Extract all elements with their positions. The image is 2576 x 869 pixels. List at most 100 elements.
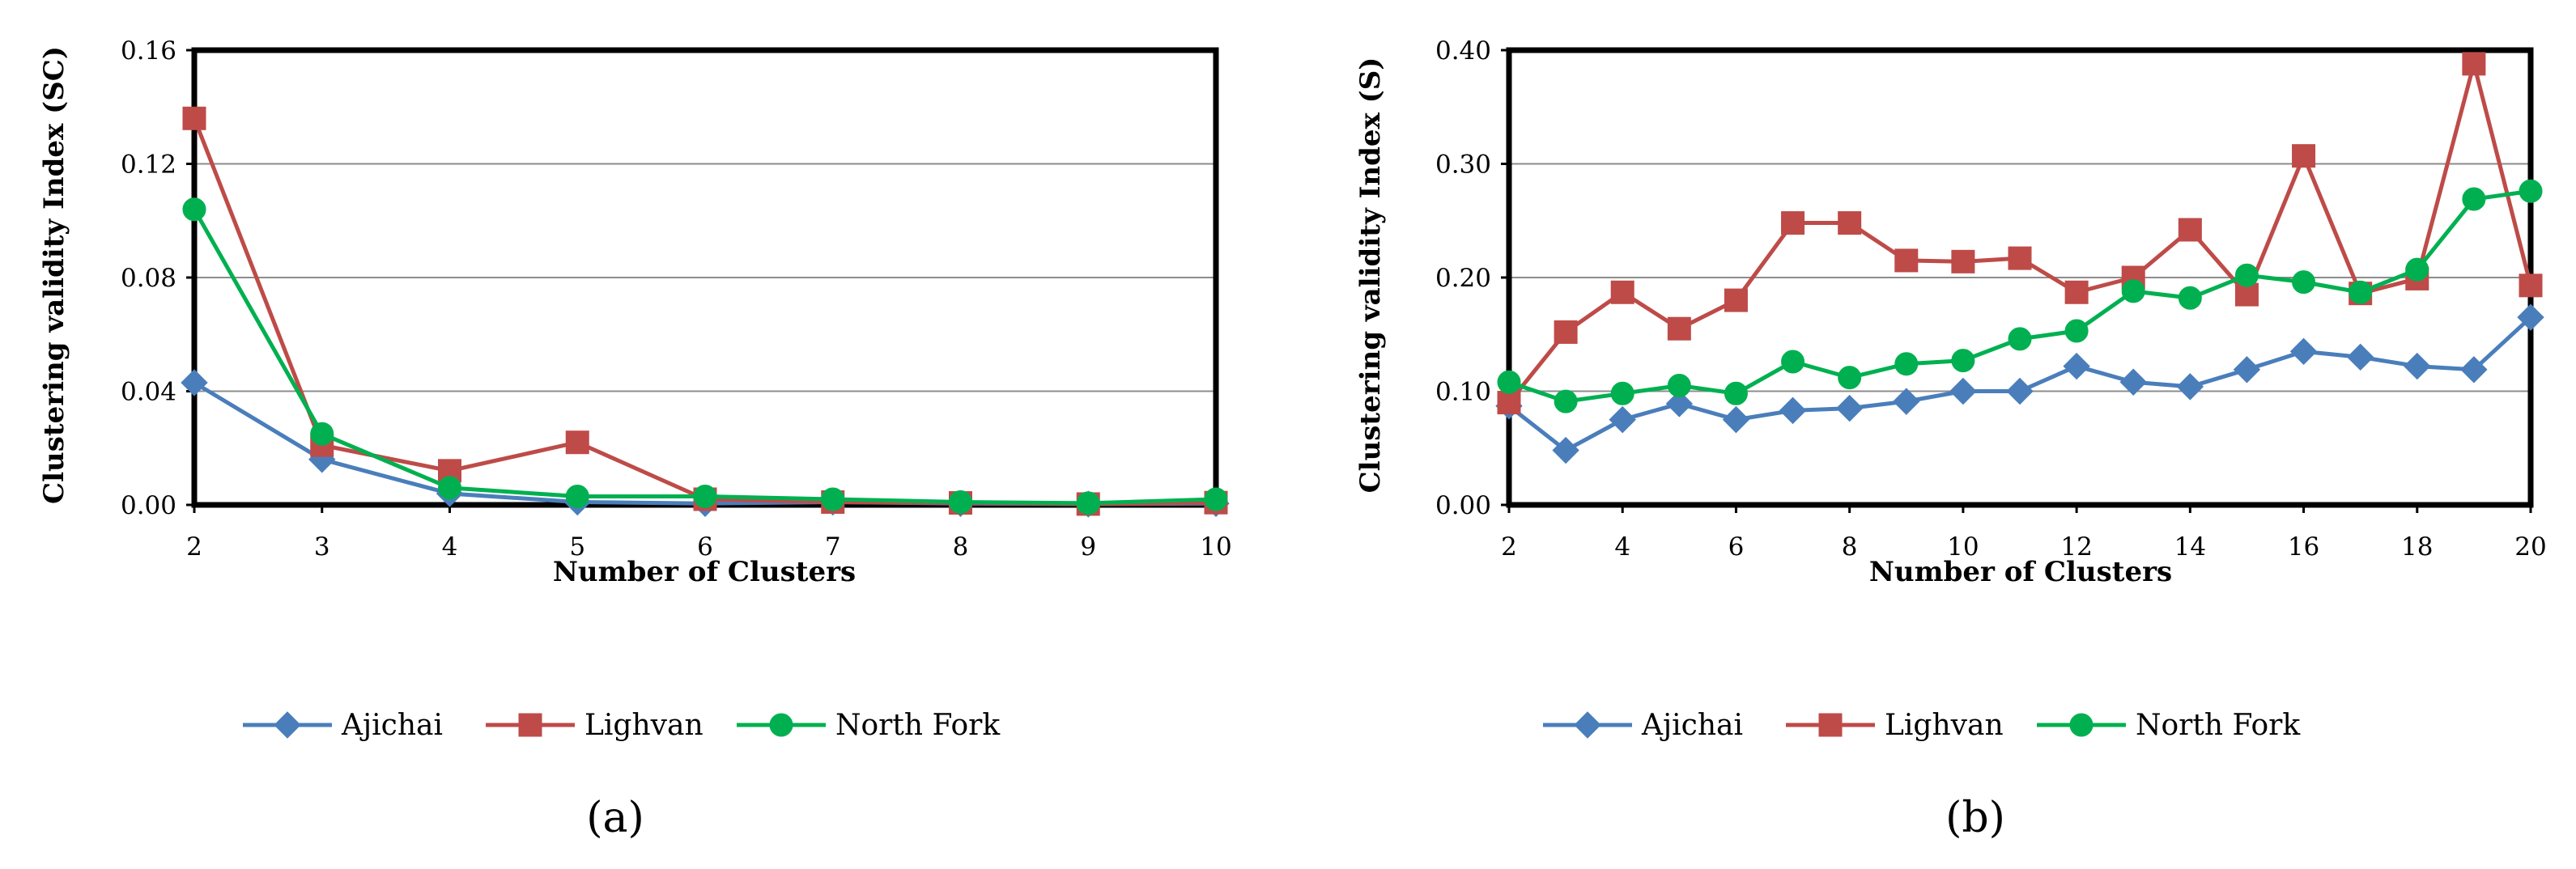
data-point [2519,179,2543,203]
data-point [2460,356,2488,384]
data-point [2063,352,2090,380]
data-point [949,490,972,514]
legend-marker [1818,713,1843,737]
series-line [1508,189,2531,404]
data-point [1554,389,1578,413]
data-point [1894,248,1919,273]
x-tick-label: 9 [1080,532,1096,562]
x-tick-label: 6 [1728,532,1745,562]
data-point [1894,352,1919,376]
y-axis-title: Clustering validity Index (S) [1354,57,1387,494]
data-point [2008,246,2032,270]
data-point [2292,270,2316,295]
data-point [1554,320,1578,344]
data-point [1610,381,1634,405]
data-point [2349,280,2373,304]
x-tick-label: 16 [2288,532,2319,562]
y-tick-label: 0.10 [1435,378,1491,407]
data-point [182,106,206,130]
legend: Ajichai Lighvan North Fork [243,709,1001,742]
data-point [1949,377,1977,405]
data-point [438,476,461,500]
data-point [1781,211,1805,235]
data-point [565,430,589,455]
x-tick-label: 7 [825,532,841,562]
panel-label: (a) [586,794,644,842]
y-tick-label: 0.00 [121,491,176,520]
data-point [1835,394,1864,422]
series-north-fork [182,197,1228,515]
data-point [1609,405,1636,434]
legend-label: Lighvan [584,709,704,742]
data-point [2462,52,2486,76]
x-tick-label: 14 [2174,532,2206,562]
x-axis-title: Number of Clusters [553,556,856,588]
data-point [181,369,208,396]
x-tick-label: 2 [1501,532,1517,562]
series-lighvan [1497,52,2543,415]
y-tick-label: 0.40 [1435,36,1491,66]
data-point [2462,187,2486,211]
data-point [1951,249,1975,273]
data-point [2346,343,2374,371]
data-point [1951,349,1975,373]
y-tick-label: 0.12 [121,150,176,180]
legend-label: North Fork [2136,709,2301,742]
legend-marker [769,713,793,737]
y-tick-label: 0.08 [121,264,176,293]
legend-marker [2069,713,2094,737]
x-tick-label: 20 [2514,532,2546,562]
x-tick-label: 2 [186,532,202,562]
x-tick-label: 8 [953,532,969,562]
data-point [1552,436,1579,464]
x-tick-label: 4 [442,532,458,562]
data-point [2233,356,2261,384]
x-tick-label: 10 [1947,532,1979,562]
data-point [1893,388,1920,415]
legend-marker [274,711,301,739]
legend-marker [1574,711,1601,739]
y-axis-title: Clustering validity Index (SC) [38,46,70,504]
x-tick-label: 18 [2401,532,2433,562]
data-point [2119,368,2147,396]
data-point [310,422,334,446]
data-point [2405,257,2429,282]
x-tick-label: 12 [2060,532,2092,562]
data-point [1838,211,1862,235]
data-point [2234,263,2259,287]
data-point [1724,381,1748,405]
x-tick-label: 3 [314,532,330,562]
data-point [1204,487,1228,511]
x-tick-label: 6 [697,532,713,562]
chart-panel-a: 0.00 0.04 0.08 0.12 0.16 2 3 4 5 6 7 8 9 10 Number of … [38,36,1232,842]
y-tick-label: 0.04 [121,378,176,407]
data-point [2517,303,2544,331]
data-point [2178,218,2202,242]
data-point [2176,373,2204,401]
x-tick-label: 4 [1614,532,1630,562]
y-tick-label: 0.00 [1435,491,1491,520]
series-lighvan [182,106,1228,516]
data-point [182,197,206,222]
data-point [1665,390,1694,418]
y-tick-label: 0.16 [121,36,176,66]
data-point [2178,286,2202,310]
data-point [2234,282,2259,307]
chart-panel-b: 0.00 0.10 0.20 0.30 0.40 2 4 6 8 10 12 14 16 18 20 Numb… [1354,36,2547,842]
legend-label: Ajichai [1641,709,1743,742]
data-point [2289,337,2318,366]
data-point [1781,350,1805,374]
legend-label: Ajichai [341,709,443,742]
data-point [1667,373,1691,397]
data-point [1779,396,1807,425]
data-point [2519,273,2543,298]
data-point [1076,491,1100,515]
x-axis-title: Number of Clusters [1869,556,2172,588]
y-tick-label: 0.20 [1435,264,1491,293]
series-line [1507,61,2533,405]
x-tick-label: 5 [569,532,585,562]
data-point [821,487,845,511]
data-point [2404,352,2431,380]
data-point [1838,366,1862,390]
